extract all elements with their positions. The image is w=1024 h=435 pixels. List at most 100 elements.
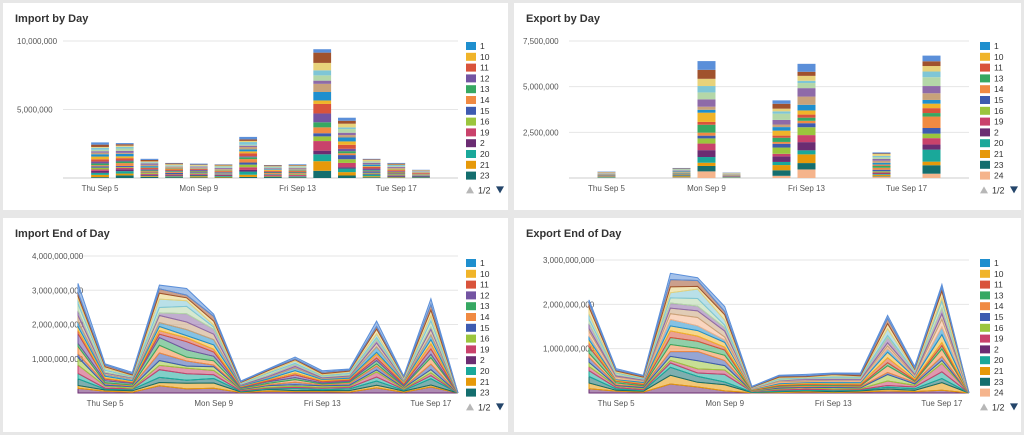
legend-label: 12 bbox=[480, 290, 490, 300]
legend-prev-icon[interactable] bbox=[466, 403, 474, 411]
bar-segment bbox=[313, 103, 332, 114]
legend-swatch bbox=[980, 269, 990, 278]
bar-segment bbox=[189, 168, 208, 169]
bar-segment bbox=[697, 69, 716, 79]
bar-segment bbox=[115, 171, 134, 174]
bar-segment bbox=[672, 177, 691, 178]
legend-swatch bbox=[466, 356, 476, 365]
legend-next-icon[interactable] bbox=[496, 403, 504, 411]
legend-label: 23 bbox=[480, 388, 490, 398]
bar-segment bbox=[387, 166, 406, 168]
bar-segment bbox=[288, 170, 307, 172]
bar-segment bbox=[239, 153, 258, 157]
bar-segment bbox=[772, 113, 791, 120]
legend-swatch bbox=[980, 74, 990, 83]
bar-segment bbox=[672, 174, 691, 176]
y-tick-label: 3,000,000,000 bbox=[32, 286, 84, 295]
bar-segment bbox=[922, 61, 941, 67]
bar-segment bbox=[338, 153, 356, 156]
bar-segment bbox=[797, 75, 816, 81]
bar-segment bbox=[239, 162, 258, 165]
bar-segment bbox=[165, 163, 183, 165]
x-tick-label: Thu Sep 5 bbox=[588, 184, 625, 193]
bar-segment bbox=[165, 171, 183, 173]
bar-segment bbox=[362, 162, 381, 163]
legend-next-icon[interactable] bbox=[1010, 403, 1018, 411]
legend-next-icon[interactable] bbox=[496, 186, 504, 194]
x-tick-label: Fri Sep 13 bbox=[304, 399, 341, 408]
bar-segment bbox=[797, 120, 816, 124]
bar-segment bbox=[214, 176, 233, 178]
bar-segment bbox=[165, 167, 183, 169]
bar-segment bbox=[362, 159, 381, 160]
bar-segment bbox=[797, 88, 816, 97]
bar-segment bbox=[140, 159, 159, 162]
legend-label: 14 bbox=[994, 301, 1004, 311]
bar-segment bbox=[115, 153, 134, 157]
legend-label: 1 bbox=[994, 41, 999, 51]
bar-segment bbox=[91, 177, 109, 178]
bar-segment bbox=[165, 177, 183, 178]
legend-label: 13 bbox=[994, 73, 1004, 83]
bar-segment bbox=[239, 167, 258, 170]
y-tick-label: 10,000,000 bbox=[17, 37, 58, 46]
export-by-day-chart: 2,500,000 5,000,000 7,500,000 Thu Sep 5 Mon … bbox=[523, 37, 1018, 195]
bar-segment bbox=[91, 167, 109, 170]
bar-stack bbox=[239, 136, 258, 178]
bar-stack bbox=[338, 117, 356, 178]
bar-segment bbox=[189, 170, 208, 172]
bar-segment bbox=[165, 176, 183, 177]
bar-segment bbox=[263, 165, 282, 167]
panel-title: Export End of Day bbox=[526, 228, 622, 240]
bar-segment bbox=[797, 150, 816, 155]
legend-label: 10 bbox=[480, 269, 490, 279]
legend-label: 20 bbox=[480, 366, 490, 376]
bar-segment bbox=[214, 167, 233, 168]
bar-segment bbox=[288, 177, 307, 178]
legend-prev-icon[interactable] bbox=[980, 403, 988, 411]
panel-export-by-day: Export by Day 2,500,000 5,000,000 7,500,00… bbox=[514, 3, 1021, 210]
bar-segment bbox=[313, 91, 332, 101]
bar-segment bbox=[288, 174, 307, 175]
bar-segment bbox=[189, 166, 208, 168]
bar-stack bbox=[387, 162, 406, 178]
bar-segment bbox=[91, 142, 109, 145]
legend-swatch bbox=[980, 42, 990, 50]
bar-stack bbox=[597, 171, 616, 178]
bar-segment bbox=[313, 133, 332, 137]
bar-segment bbox=[872, 152, 891, 154]
bar-segment bbox=[239, 164, 258, 168]
bar-segment bbox=[214, 167, 233, 169]
legend-prev-icon[interactable] bbox=[466, 186, 474, 194]
legend-label: 21 bbox=[480, 160, 490, 170]
bar-segment bbox=[387, 164, 406, 166]
panel-title: Import by Day bbox=[15, 13, 89, 25]
bar-segment bbox=[165, 172, 183, 175]
bar-segment bbox=[115, 169, 134, 172]
bar-segment bbox=[189, 175, 208, 177]
legend-swatch bbox=[980, 128, 990, 137]
bar-segment bbox=[362, 164, 381, 167]
legend-page-indicator: 1/2 bbox=[992, 185, 1005, 195]
legend-label: 14 bbox=[480, 95, 490, 105]
bar-segment bbox=[797, 163, 816, 170]
legend-label: 11 bbox=[994, 280, 1003, 290]
bar-segment bbox=[362, 174, 381, 177]
bar-segment bbox=[697, 106, 716, 110]
legend-prev-icon[interactable] bbox=[980, 186, 988, 194]
bar-segment bbox=[165, 174, 183, 176]
bar-segment bbox=[922, 71, 941, 78]
bar-segment bbox=[772, 156, 791, 162]
legend-label: 16 bbox=[480, 117, 490, 127]
bar-segment bbox=[288, 174, 307, 176]
legend-next-icon[interactable] bbox=[1010, 186, 1018, 194]
bar-segment bbox=[338, 167, 356, 169]
legend-swatch bbox=[980, 63, 990, 72]
bar-segment bbox=[872, 153, 891, 154]
bar-segment bbox=[189, 173, 208, 175]
bar-segment bbox=[288, 164, 307, 166]
bar-segment bbox=[140, 174, 159, 176]
legend-label: 15 bbox=[480, 323, 490, 333]
legend-label: 2 bbox=[994, 344, 999, 354]
legend-swatch bbox=[980, 85, 990, 94]
